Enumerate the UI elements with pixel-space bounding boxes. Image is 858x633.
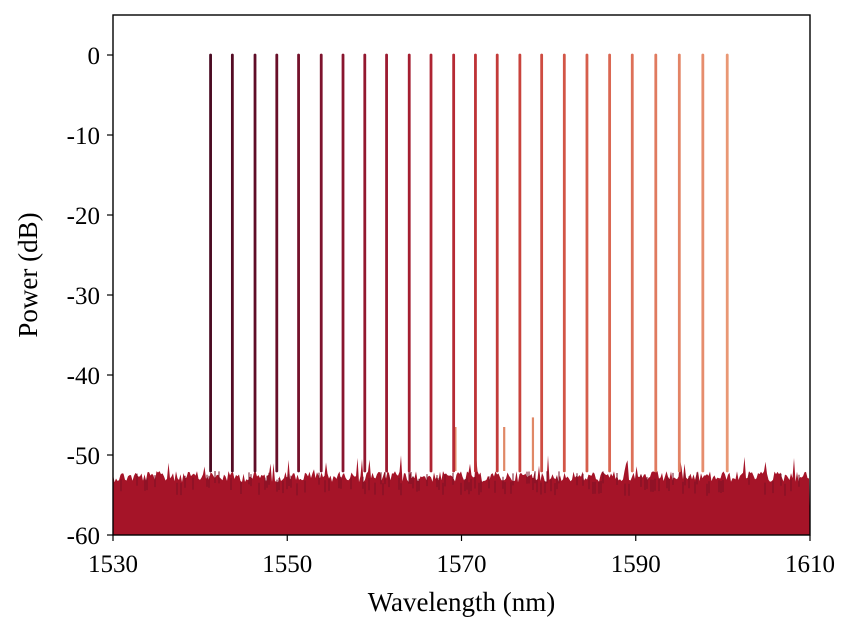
y-tick-label--20: -20: [67, 203, 100, 230]
y-tick-label--50: -50: [67, 443, 100, 470]
x-axis-label: Wavelength (nm): [368, 587, 556, 617]
plot-area: [113, 53, 810, 535]
y-tick-label--60: -60: [67, 523, 100, 550]
y-axis: 0 -10 -20 -30 -40 -50 -60: [67, 43, 113, 550]
x-axis: 1530 1550 1570 1590 1610: [88, 535, 835, 578]
noise-floor: [113, 455, 810, 535]
x-tick-label-1550: 1550: [262, 551, 312, 578]
y-tick-label-0: 0: [88, 43, 101, 70]
x-tick-label-1570: 1570: [437, 551, 487, 578]
y-tick-label--30: -30: [67, 283, 100, 310]
noise-texture: [120, 471, 800, 496]
y-tick-label--40: -40: [67, 363, 100, 390]
x-tick-label-1610: 1610: [785, 551, 835, 578]
y-axis-label: Power (dB): [13, 212, 43, 337]
y-tick-label--10: -10: [67, 123, 100, 150]
x-tick-label-1530: 1530: [88, 551, 138, 578]
x-tick-label-1590: 1590: [611, 551, 661, 578]
